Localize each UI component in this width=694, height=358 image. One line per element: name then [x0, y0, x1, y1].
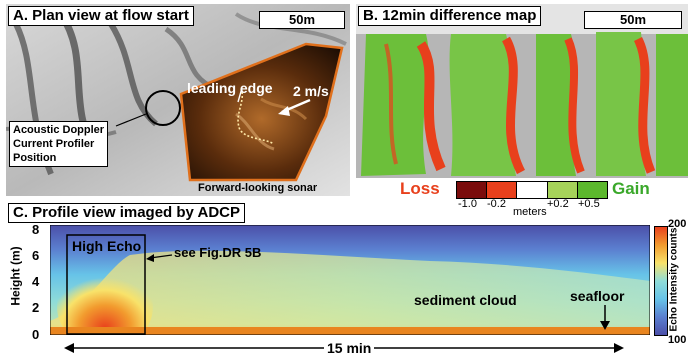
- see-fig-label: see Fig.DR 5B: [174, 245, 262, 260]
- colorbar-label: Echo Intensity counts: [668, 227, 680, 332]
- sonar-caption: Forward-looking sonar: [198, 182, 318, 194]
- panel-a-image: [6, 4, 350, 196]
- panel-b-scale-bar: 50m: [584, 11, 682, 29]
- panel-b-image: [356, 4, 688, 178]
- legend-swatch: [576, 182, 608, 198]
- panel-a: A. Plan view at flow start 50m leading e…: [6, 4, 350, 196]
- colorbar-min: 100: [668, 334, 687, 346]
- legend-gain-label: Gain: [612, 179, 650, 198]
- legend-unit: meters: [513, 206, 547, 218]
- panel-a-scale-bar: 50m: [259, 11, 345, 29]
- adcp-label-box: Acoustic Doppler Current Profiler Positi…: [9, 121, 109, 167]
- legend-swatch: [546, 182, 577, 198]
- legend-tick: +0.5: [578, 198, 600, 210]
- adcp-label-line-2: Current Profiler: [13, 138, 95, 150]
- time-span-label: 15 min: [324, 340, 375, 356]
- legend-tick: -0.2: [487, 198, 506, 210]
- flow-speed-label: 2 m/s: [293, 83, 329, 99]
- legend-loss-label: Loss: [400, 179, 440, 198]
- legend-swatch: [457, 182, 487, 198]
- adcp-label-line-1: Acoustic Doppler: [13, 124, 105, 136]
- panel-b: B. 12min difference map 50m: [356, 4, 688, 178]
- colorbar-max: 200: [668, 218, 687, 230]
- legend-swatch: [486, 182, 517, 198]
- y-axis-label: Height (m): [8, 246, 23, 306]
- leading-edge-label: leading edge: [187, 80, 273, 96]
- panel-a-title: A. Plan view at flow start: [8, 6, 194, 26]
- legend-color-bar: [456, 181, 608, 199]
- high-echo-label: High Echo: [72, 238, 142, 254]
- y-tick: 6: [32, 248, 40, 263]
- adcp-label-line-3: Position: [13, 152, 57, 164]
- y-tick: 4: [32, 274, 40, 289]
- y-tick: 2: [32, 300, 40, 315]
- y-tick: 8: [32, 222, 40, 237]
- legend-tick: +0.2: [547, 198, 569, 210]
- sediment-cloud-label: sediment cloud: [414, 292, 517, 308]
- legend-swatch: [516, 182, 547, 198]
- y-tick: 0: [32, 327, 40, 342]
- echo-colorbar: [654, 226, 668, 336]
- seafloor-label: seafloor: [570, 288, 625, 304]
- panel-b-title: B. 12min difference map: [358, 6, 542, 26]
- profile-heatmap: [50, 225, 650, 335]
- panel-c-title: C. Profile view imaged by ADCP: [8, 203, 245, 223]
- legend-tick: -1.0: [458, 198, 477, 210]
